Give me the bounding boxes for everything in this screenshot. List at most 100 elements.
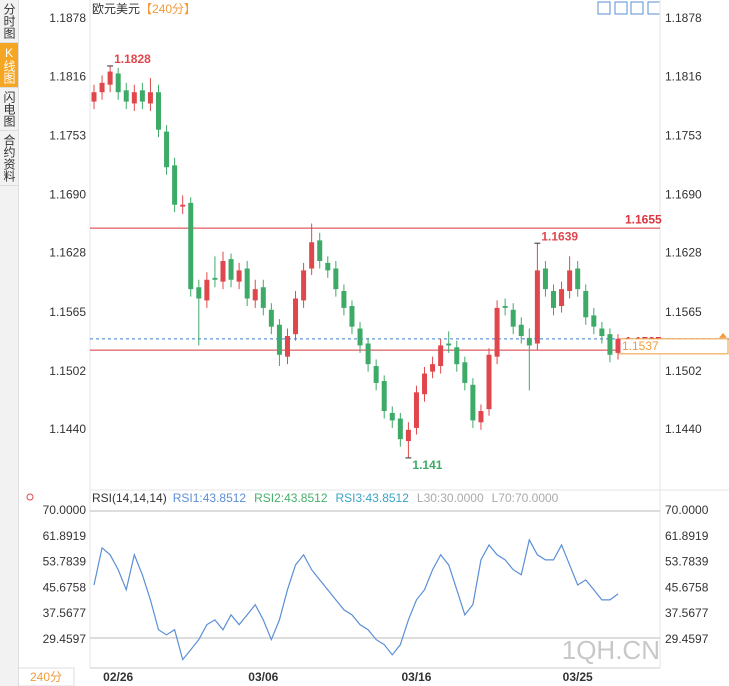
y-tick-label-right: 53.7839 (665, 555, 709, 569)
y-tick-label: 1.1753 (49, 128, 86, 142)
candle-body (228, 259, 234, 280)
candle-body (405, 429, 411, 442)
candle-body (413, 392, 419, 428)
candle-body (486, 354, 492, 410)
settings-icon[interactable] (26, 493, 34, 501)
candle-body (260, 287, 266, 308)
y-tick-label: 37.5677 (43, 606, 87, 620)
candle-body (381, 381, 387, 412)
y-tick-label: 1.1878 (49, 11, 86, 25)
candle-body (534, 270, 540, 344)
candle-body (155, 92, 161, 130)
legend-entry: RSI3:43.8512 (336, 491, 410, 505)
candle-body (470, 384, 476, 421)
level-label: 1.1655 (625, 212, 662, 226)
candle-body (575, 268, 581, 290)
x-tick-label: 03/06 (248, 670, 278, 684)
candle-body (107, 71, 113, 85)
candle-body (293, 298, 299, 335)
y-tick-label-right: 70.0000 (665, 503, 709, 517)
candle-body (438, 345, 444, 367)
extreme-label: 1.1828 (114, 52, 151, 66)
candle-body (196, 287, 202, 299)
candle-body (131, 92, 137, 104)
y-tick-label: 1.1502 (49, 364, 86, 378)
candle-body (559, 289, 565, 307)
candle-body (268, 309, 274, 327)
candle-body (526, 337, 532, 346)
legend-entry: RSI2:43.8512 (254, 491, 328, 505)
candle-body (389, 412, 395, 421)
y-tick-label-right: 45.6758 (665, 580, 709, 594)
candle-body (373, 366, 379, 383)
candle-body (180, 204, 186, 207)
candle-body (599, 328, 605, 337)
x-tick-label: 03/16 (401, 670, 431, 684)
candle-body (236, 270, 242, 282)
side-tab[interactable]: 分时图 (0, 0, 18, 43)
candle-body (510, 309, 516, 327)
y-tick-label-right: 1.1690 (665, 188, 702, 202)
y-tick-label: 1.1816 (49, 69, 86, 83)
candle-body (446, 343, 452, 346)
candle-body (542, 268, 548, 290)
period-label[interactable]: 240分 (30, 670, 62, 684)
candle-body (607, 334, 613, 355)
candle-body (333, 268, 339, 290)
side-tab[interactable]: 合约资料 (0, 131, 18, 186)
period-subtitle: 【240分】 (140, 2, 196, 16)
y-tick-label-right: 37.5677 (665, 606, 709, 620)
candle-body (430, 364, 436, 372)
x-tick-label: 02/26 (103, 670, 133, 684)
sidebar: 分时图 K线图 闪电图 合约资料 (0, 0, 19, 686)
candle-body (494, 307, 500, 357)
legend-entry: RSI1:43.8512 (173, 491, 247, 505)
candle-body (91, 92, 97, 102)
candle-body (115, 73, 121, 93)
candle-body (349, 306, 355, 327)
candle-body (172, 165, 178, 205)
legend-entry: L70:70.0000 (492, 491, 559, 505)
candle-body (365, 343, 371, 365)
y-tick-label: 61.8919 (43, 529, 87, 543)
y-tick-label-right: 29.4597 (665, 632, 709, 646)
candle-body (276, 324, 282, 355)
candle-body (220, 261, 226, 282)
candle-body (188, 202, 194, 290)
y-tick-label: 1.1628 (49, 246, 86, 260)
y-tick-label-right: 1.1502 (665, 364, 702, 378)
y-tick-label-right: 1.1440 (665, 422, 702, 436)
candle-body (204, 279, 210, 301)
extreme-label: 1.141 (412, 458, 442, 472)
candle-body (317, 240, 323, 262)
y-tick-label: 70.0000 (43, 503, 87, 517)
last-price-arrow (719, 332, 727, 338)
icon-expand[interactable] (597, 1, 611, 15)
candle-body (212, 277, 218, 280)
icon-list[interactable] (614, 1, 628, 15)
icon-settings[interactable] (630, 1, 644, 15)
candle-body (99, 82, 105, 93)
x-tick-label: 03/25 (563, 670, 593, 684)
side-tab[interactable]: 闪电图 (0, 88, 18, 131)
watermark: 1QH.CN (562, 635, 660, 665)
y-tick-label: 29.4597 (43, 632, 87, 646)
last-price-label: 1.1537 (622, 339, 659, 353)
icon-fullscreen[interactable] (647, 1, 661, 15)
candle-body (147, 92, 153, 104)
y-tick-label: 1.1690 (49, 188, 86, 202)
candle-body (325, 262, 331, 271)
candle-body (454, 347, 460, 365)
candle-body (357, 328, 363, 346)
y-tick-label: 1.1440 (49, 422, 86, 436)
y-tick-label-right: 1.1628 (665, 246, 702, 260)
y-tick-label-right: 1.1565 (665, 305, 702, 319)
candle-body (583, 291, 589, 318)
y-tick-label-right: 61.8919 (665, 529, 709, 543)
candle-body (478, 411, 484, 423)
candle-body (309, 242, 315, 269)
y-tick-label: 1.1565 (49, 305, 86, 319)
candle-body (301, 270, 307, 301)
side-tab[interactable]: K线图 (0, 43, 18, 88)
